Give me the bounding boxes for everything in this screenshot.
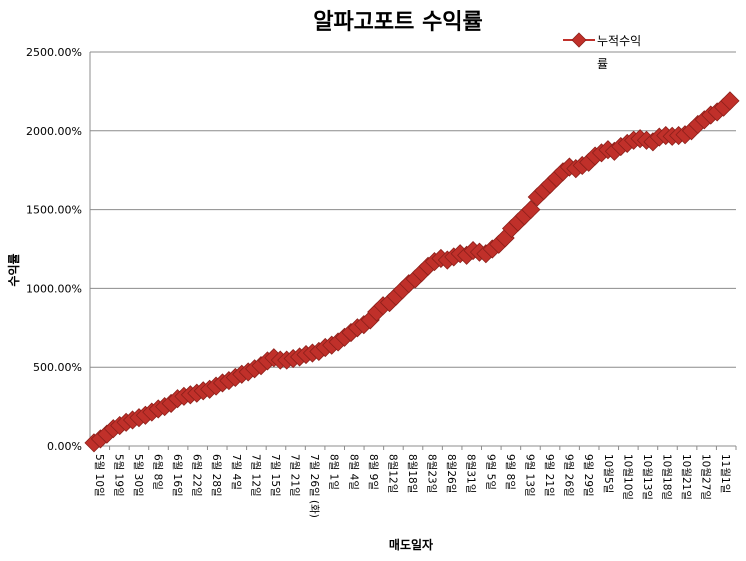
x-tick-label: 9월 26일	[563, 454, 576, 497]
y-tick-label: 0.00%	[47, 440, 82, 453]
y-axis-title: 수익률	[7, 253, 21, 286]
y-tick-labels: 0.00% 500.00% 1000.00% 1500.00% 2000.00% 2500…	[26, 46, 82, 453]
x-tick-label: 7월 12일	[249, 454, 262, 497]
x-tick-label: 8월23일	[426, 454, 439, 493]
x-tick-label: 7월 21일	[289, 454, 302, 497]
legend-label-line2: 률	[597, 57, 608, 71]
x-tick-label: 10월18일	[660, 454, 673, 500]
x-tick-label: 10월5일	[602, 454, 615, 493]
legend-diamond-marker	[571, 32, 587, 48]
x-tick-label: 8월26일	[445, 454, 458, 493]
gridlines	[90, 51, 736, 368]
x-tick-label: 9월 21일	[543, 454, 556, 497]
data-point	[521, 200, 541, 220]
x-tick-label: 10월27일	[700, 454, 713, 500]
y-tick-label: 2500.00%	[26, 46, 82, 59]
x-tick-label: 8월 1일	[328, 454, 341, 490]
x-tick-label: 10월10일	[621, 454, 634, 500]
y-tick-label: 1500.00%	[26, 204, 82, 217]
x-tick-label: 10월13일	[641, 454, 654, 500]
x-tick-label: 5월 30일	[132, 454, 145, 497]
x-tick-label: 8월 4일	[347, 454, 360, 490]
x-axis-title: 매도일자	[389, 537, 433, 552]
x-tick-label: 7월 26일 (화)	[308, 454, 321, 518]
legend: 누적수익 률	[563, 32, 641, 71]
x-tick-label: 8월31일	[465, 454, 478, 493]
y-tick-label: 2000.00%	[26, 125, 82, 138]
legend-label-line1: 누적수익	[597, 34, 641, 48]
x-tick-label: 8월12일	[386, 454, 399, 493]
data-point	[720, 91, 740, 111]
x-tick-label: 10월21일	[680, 454, 693, 500]
x-tick-label: 9월 29일	[582, 454, 595, 497]
x-tick-label: 5월 19일	[112, 454, 125, 497]
x-tick-label: 5월 10일	[93, 454, 106, 497]
series-cumulative-return	[84, 91, 740, 453]
x-tick-label: 6월 28일	[210, 454, 223, 497]
x-tick-label: 9월 13일	[523, 454, 536, 497]
chart-title: 알파고포트 수익률	[313, 10, 483, 35]
x-tick-label: 6월 22일	[191, 454, 204, 497]
x-tick-label: 6월 8일	[152, 454, 165, 490]
x-tick-label: 8월 9일	[367, 454, 380, 490]
x-tick-label: 9월 5일	[484, 454, 497, 490]
y-tick-label: 1000.00%	[26, 282, 82, 295]
x-tick-label: 7월 4일	[230, 454, 243, 490]
x-tick-label: 11월1일	[719, 454, 732, 493]
x-tick-labels: 5월 10일 5월 19일 5월 30일 6월 8일 6월 16일 6월 22일 6월 28…	[93, 446, 737, 518]
x-tick-label: 7월 15일	[269, 454, 282, 497]
x-tick-label: 9월 8일	[504, 454, 517, 490]
x-tick-label: 8월18일	[406, 454, 419, 493]
y-tick-label: 500.00%	[33, 361, 82, 374]
x-tick-label: 6월 16일	[171, 454, 184, 497]
axes	[89, 52, 736, 447]
